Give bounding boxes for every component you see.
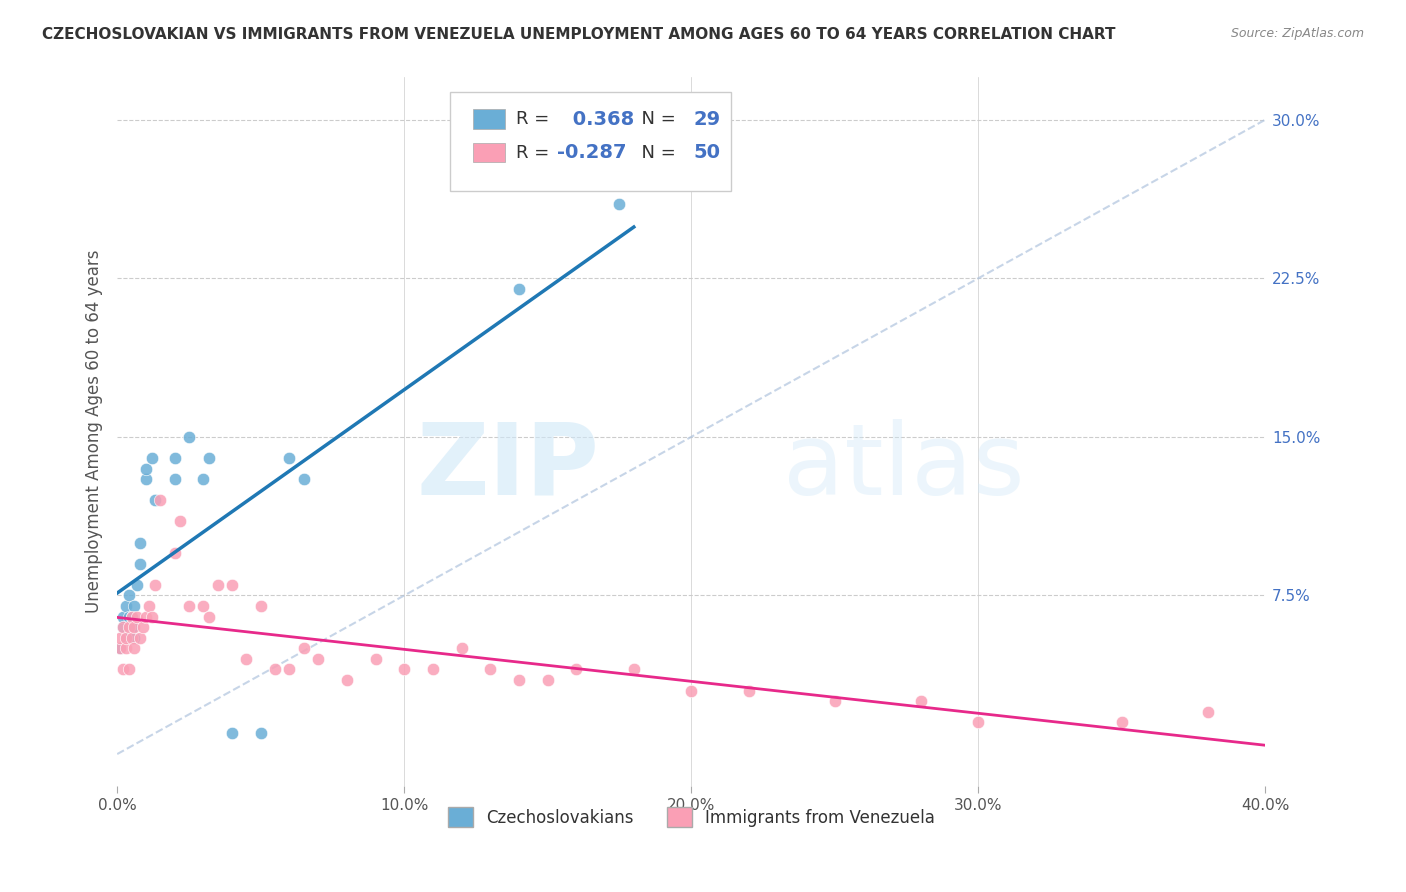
Point xyxy=(135,461,157,475)
Point xyxy=(114,631,136,645)
Point xyxy=(121,609,143,624)
Point xyxy=(124,641,146,656)
Point xyxy=(121,631,143,645)
Point xyxy=(681,683,703,698)
Text: N =: N = xyxy=(630,144,682,161)
Point xyxy=(824,694,846,708)
Point xyxy=(121,620,143,634)
Text: N =: N = xyxy=(630,111,682,128)
Point xyxy=(114,631,136,645)
Text: Source: ZipAtlas.com: Source: ZipAtlas.com xyxy=(1230,27,1364,40)
Point xyxy=(292,641,315,656)
Point xyxy=(118,589,141,603)
Point xyxy=(169,515,191,529)
Point xyxy=(364,652,387,666)
Point xyxy=(479,663,502,677)
Text: R =: R = xyxy=(516,144,554,161)
Text: CZECHOSLOVAKIAN VS IMMIGRANTS FROM VENEZUELA UNEMPLOYMENT AMONG AGES 60 TO 64 YE: CZECHOSLOVAKIAN VS IMMIGRANTS FROM VENEZ… xyxy=(42,27,1116,42)
Point xyxy=(565,663,588,677)
Point xyxy=(132,620,155,634)
Text: 0.368: 0.368 xyxy=(567,110,634,128)
Point xyxy=(114,641,136,656)
Point xyxy=(1197,705,1219,719)
Point xyxy=(118,620,141,634)
Point xyxy=(198,451,221,466)
Point xyxy=(124,631,146,645)
Point xyxy=(121,609,143,624)
Y-axis label: Unemployment Among Ages 60 to 64 years: Unemployment Among Ages 60 to 64 years xyxy=(86,250,103,614)
Point xyxy=(114,599,136,613)
Point xyxy=(221,578,243,592)
Point xyxy=(129,535,152,549)
Point xyxy=(278,663,301,677)
Point xyxy=(292,472,315,486)
Point xyxy=(177,430,200,444)
Point xyxy=(143,493,166,508)
Point xyxy=(127,609,149,624)
Point xyxy=(508,282,530,296)
Point xyxy=(737,683,759,698)
Point xyxy=(508,673,530,687)
Point xyxy=(193,472,215,486)
Point xyxy=(118,609,141,624)
Point xyxy=(207,578,229,592)
Point xyxy=(129,631,152,645)
Point xyxy=(127,578,149,592)
Point xyxy=(111,620,134,634)
Point xyxy=(221,726,243,740)
Point xyxy=(177,599,200,613)
Point xyxy=(278,451,301,466)
Point xyxy=(609,197,631,211)
Point xyxy=(135,472,157,486)
Point xyxy=(135,609,157,624)
Text: atlas: atlas xyxy=(783,418,1025,516)
Text: 29: 29 xyxy=(693,110,721,128)
FancyBboxPatch shape xyxy=(472,110,505,129)
Point xyxy=(129,557,152,571)
Point xyxy=(149,493,172,508)
Point xyxy=(108,641,131,656)
Point xyxy=(111,609,134,624)
Point xyxy=(163,472,186,486)
Point xyxy=(249,599,271,613)
Point xyxy=(124,599,146,613)
Point xyxy=(336,673,359,687)
Point xyxy=(141,609,163,624)
Point xyxy=(307,652,329,666)
Point xyxy=(249,726,271,740)
Point xyxy=(392,663,415,677)
Point xyxy=(124,620,146,634)
Point xyxy=(1111,715,1133,730)
Point xyxy=(623,663,645,677)
Point xyxy=(138,599,160,613)
Point xyxy=(537,673,560,687)
Point xyxy=(193,599,215,613)
Point xyxy=(163,451,186,466)
Point xyxy=(264,663,287,677)
Point xyxy=(111,663,134,677)
Text: -0.287: -0.287 xyxy=(557,143,627,162)
Point xyxy=(967,715,990,730)
Text: R =: R = xyxy=(516,111,554,128)
Point xyxy=(235,652,257,666)
Point xyxy=(163,546,186,560)
Point xyxy=(450,641,472,656)
Point xyxy=(910,694,932,708)
Point xyxy=(198,609,221,624)
Point xyxy=(143,578,166,592)
Point xyxy=(118,663,141,677)
Text: 50: 50 xyxy=(693,143,720,162)
Point xyxy=(108,631,131,645)
FancyBboxPatch shape xyxy=(472,143,505,162)
FancyBboxPatch shape xyxy=(450,92,731,191)
Legend: Czechoslovakians, Immigrants from Venezuela: Czechoslovakians, Immigrants from Venezu… xyxy=(441,800,942,834)
Text: ZIP: ZIP xyxy=(416,418,599,516)
Point xyxy=(108,641,131,656)
Point xyxy=(422,663,444,677)
Point xyxy=(141,451,163,466)
Point xyxy=(111,620,134,634)
